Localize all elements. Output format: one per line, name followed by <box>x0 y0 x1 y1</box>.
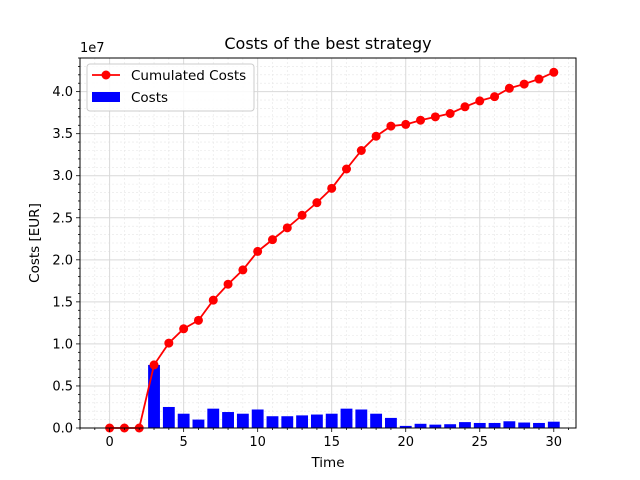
y-axis-label: Costs [EUR] <box>27 203 43 283</box>
x-tick-label: 30 <box>546 435 563 450</box>
legend-marker-swatch <box>101 70 111 80</box>
cost-bar <box>503 421 516 428</box>
cost-bar <box>459 422 471 428</box>
cost-bar <box>266 416 279 428</box>
cumulated-costs-point <box>164 338 174 348</box>
y-tick-label: 3.5 <box>52 127 73 142</box>
cost-bar <box>414 423 427 428</box>
cumulated-costs-point <box>193 315 203 325</box>
x-tick-label: 25 <box>471 435 488 450</box>
legend-label-cumulated-costs: Cumulated Costs <box>131 68 246 84</box>
cost-bar <box>281 416 294 428</box>
y-tick-label: 2.0 <box>52 253 73 268</box>
cumulated-costs-point <box>223 279 233 289</box>
cost-bar <box>444 424 457 428</box>
cost-bar <box>177 413 190 428</box>
x-tick-label: 0 <box>105 435 113 450</box>
cost-bar <box>399 425 412 428</box>
cumulated-costs-point <box>267 235 277 245</box>
cost-bar <box>473 422 486 428</box>
cumulated-costs-line <box>105 67 559 433</box>
chart-title: Costs of the best strategy <box>224 34 431 53</box>
y-offset-text: 1e7 <box>80 41 105 56</box>
x-tick-label: 20 <box>397 435 414 450</box>
cost-bar <box>429 424 442 428</box>
cost-bar <box>518 422 531 428</box>
cumulated-costs-point <box>253 246 263 256</box>
cumulated-costs-point <box>179 324 189 334</box>
y-tick-label: 0.5 <box>52 379 73 394</box>
cumulated-costs-point <box>327 183 337 193</box>
x-axis-ticks: 0 5 10 15 20 25 30 <box>79 428 569 450</box>
cumulated-costs-point <box>149 360 159 370</box>
cumulated-costs-point <box>297 210 307 220</box>
cumulated-costs-point <box>430 112 440 122</box>
cost-bar <box>236 413 249 428</box>
x-tick-label: 10 <box>249 435 266 450</box>
legend-label-costs: Costs <box>131 90 168 106</box>
x-tick-label: 15 <box>323 435 340 450</box>
cumulated-costs-point <box>549 67 559 77</box>
cumulated-costs-point <box>416 115 426 125</box>
cumulated-costs-point <box>342 164 352 174</box>
costs-bars <box>148 364 560 428</box>
y-tick-label: 4.0 <box>52 85 73 100</box>
cumulated-costs-point <box>371 131 381 141</box>
y-axis-ticks: 0.0 0.5 1.0 1.5 2.0 2.5 3.0 3.5 4.0 <box>52 57 80 437</box>
cumulated-costs-point <box>475 96 485 106</box>
cost-bar <box>385 417 397 428</box>
legend-box <box>86 63 255 112</box>
cumulated-costs-point <box>312 198 322 208</box>
cost-bar <box>162 406 175 428</box>
cumulated-costs-point <box>445 109 455 118</box>
cumulated-costs-point <box>356 146 366 155</box>
cost-bar <box>251 409 264 428</box>
cumulated-costs-point <box>386 121 396 131</box>
cost-bar <box>296 415 309 428</box>
cost-bar <box>488 422 501 428</box>
x-tick-label: 5 <box>180 435 188 450</box>
x-axis-label: Time <box>310 455 344 471</box>
cost-bar <box>325 413 338 428</box>
cost-bar <box>533 422 545 428</box>
y-tick-label: 1.0 <box>52 337 73 352</box>
cumulated-costs-point <box>534 74 544 84</box>
cost-bar <box>355 409 368 428</box>
y-tick-label: 1.5 <box>52 295 73 310</box>
cost-bar <box>370 413 383 428</box>
y-tick-label: 3.0 <box>52 169 73 184</box>
legend-bar-swatch <box>92 92 120 102</box>
cumulated-costs-point <box>460 102 470 112</box>
cumulated-costs-point <box>238 265 248 275</box>
cost-bar <box>222 412 234 428</box>
cumulated-costs-point <box>504 83 514 93</box>
cost-bar <box>148 364 160 428</box>
cumulated-costs-point <box>401 119 411 129</box>
legend: Cumulated Costs Costs <box>86 63 255 112</box>
y-tick-label: 0.0 <box>52 422 73 437</box>
cumulated-costs-point <box>282 223 292 233</box>
cost-bar <box>547 421 560 428</box>
cost-bar <box>207 408 220 428</box>
cost-bar <box>310 414 323 428</box>
cumulated-costs-point <box>208 295 218 305</box>
cost-bar <box>192 419 205 428</box>
cumulated-costs-point <box>519 79 529 89</box>
cost-bar <box>340 408 353 428</box>
cumulated-costs-point <box>490 92 500 102</box>
y-tick-label: 2.5 <box>52 211 73 226</box>
